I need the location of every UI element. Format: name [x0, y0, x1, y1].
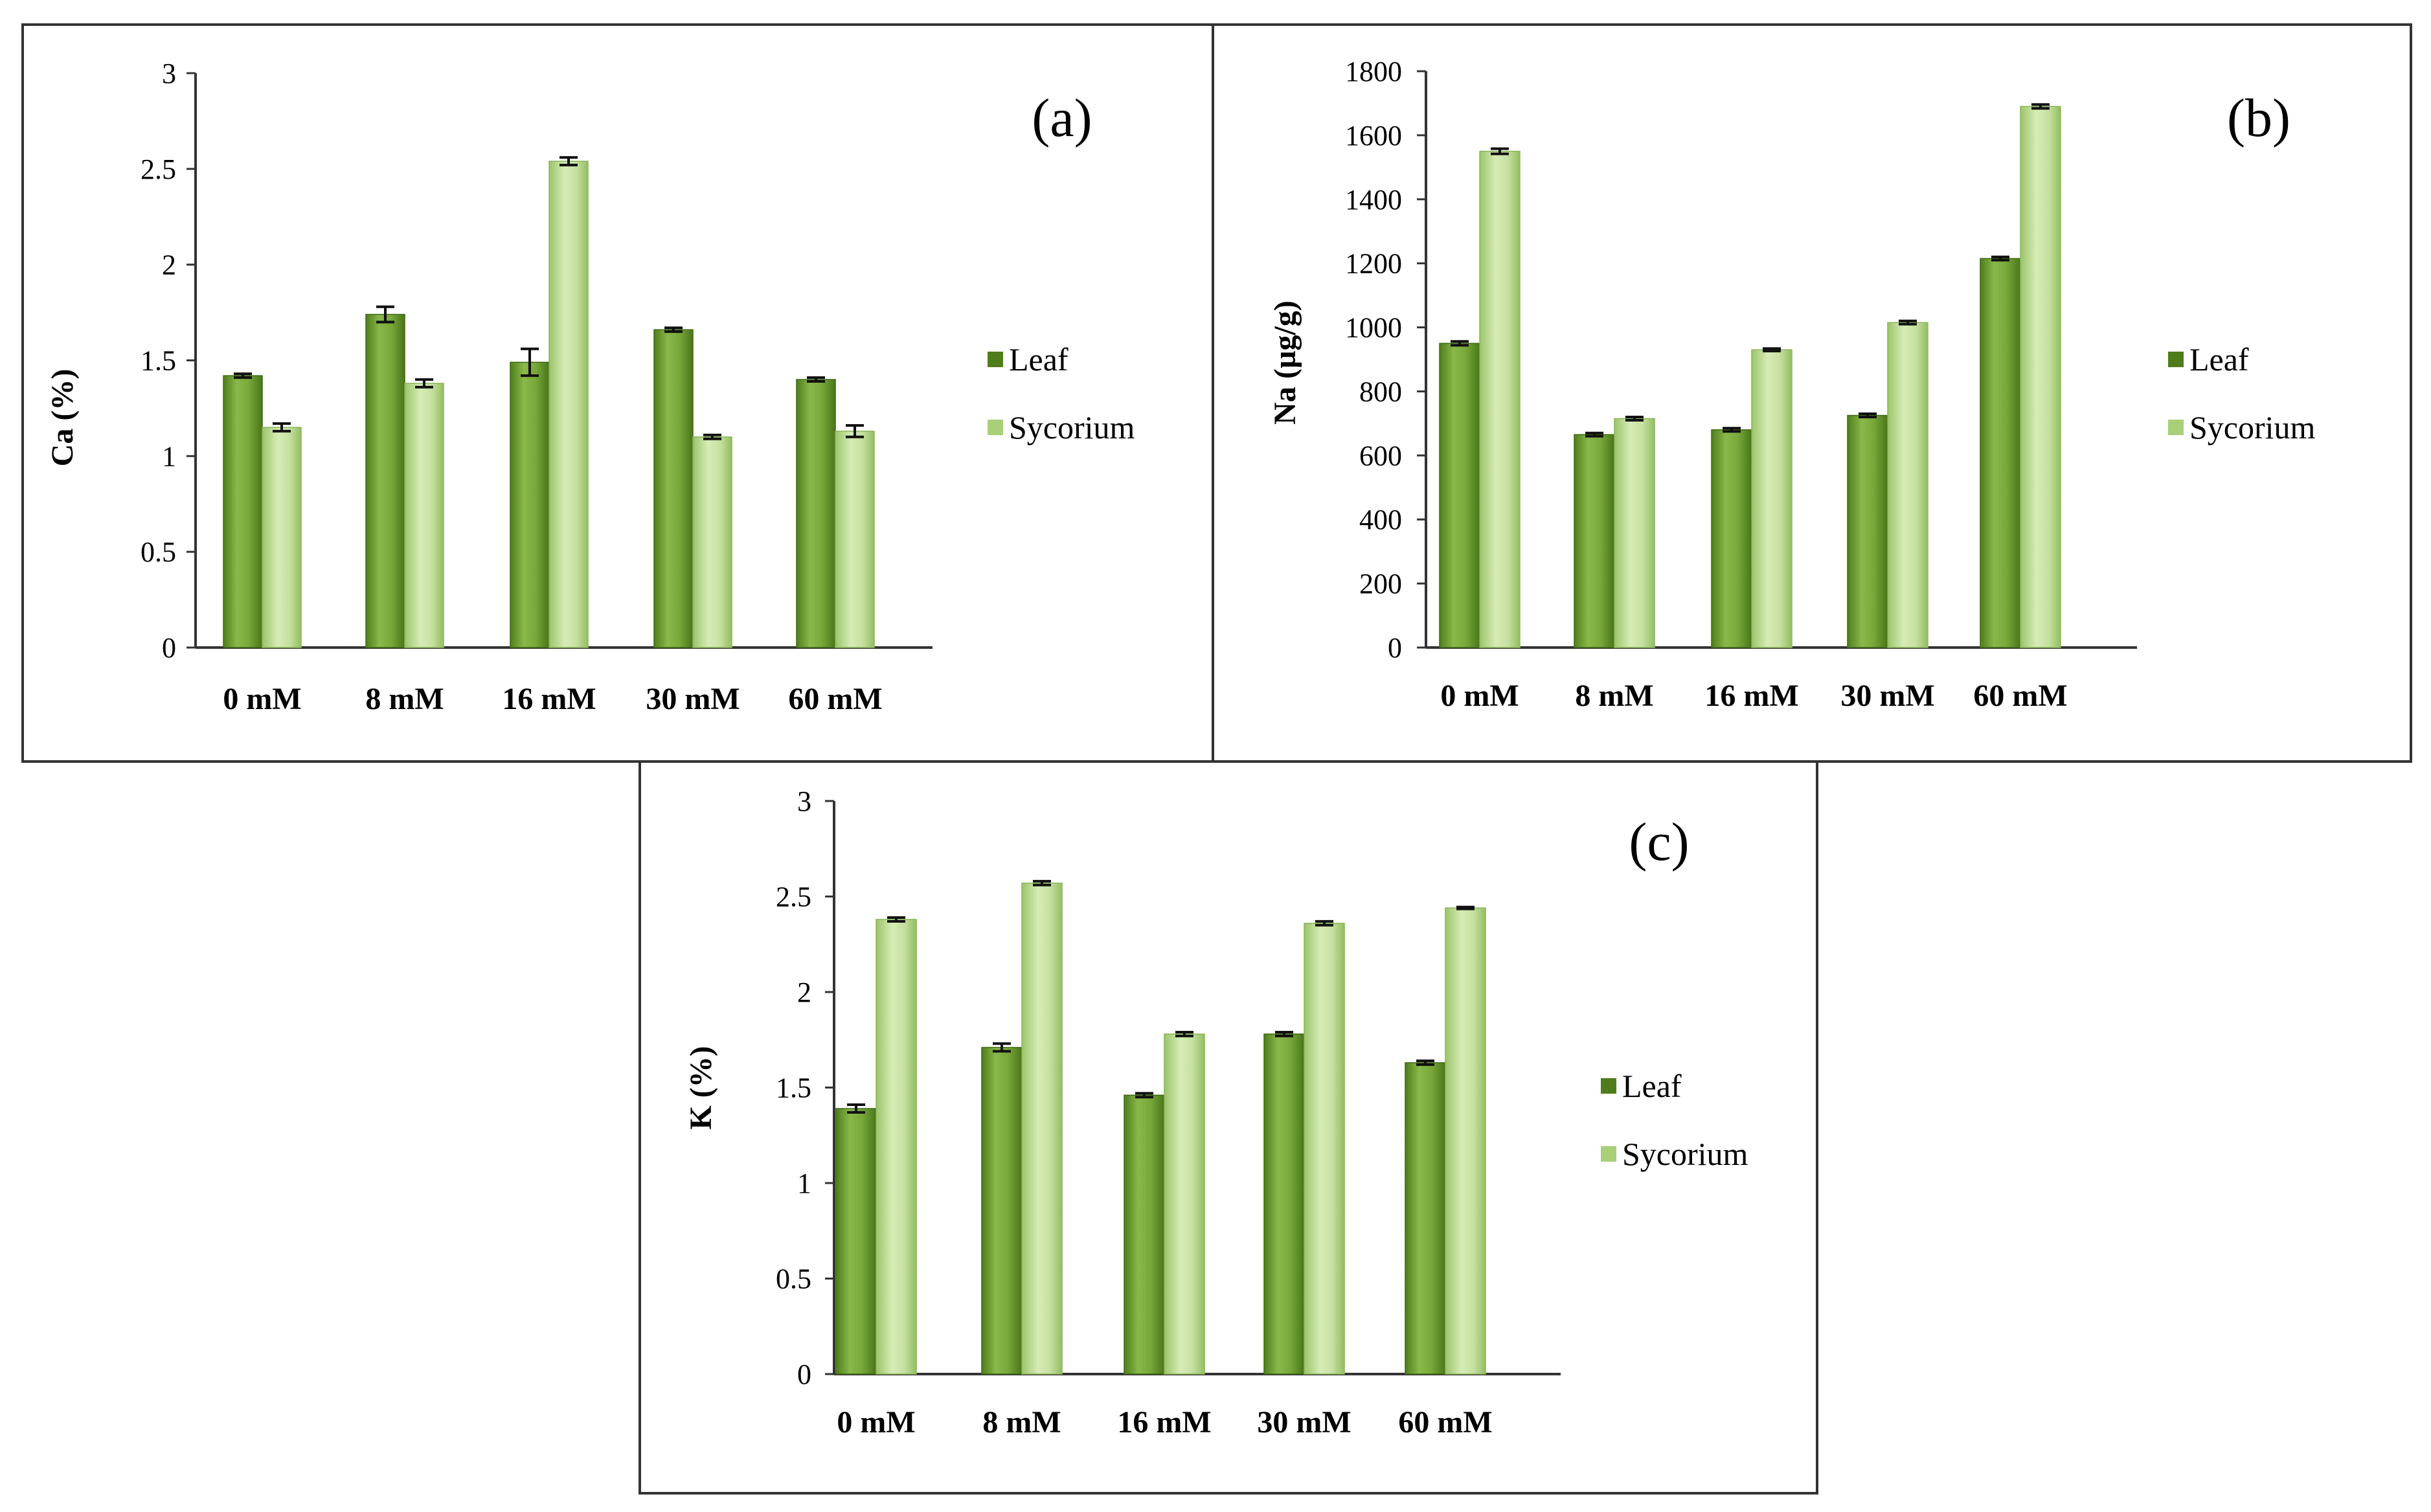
legend-swatch-leaf [988, 352, 1003, 367]
x-tick-label: 60 mM [1973, 679, 2067, 713]
y-tick-label: 2.5 [776, 881, 811, 913]
x-tick-label: 30 mM [1257, 1405, 1351, 1439]
y-tick-label: 0 [797, 1359, 811, 1390]
legend: Leaf Sycorium [1601, 1068, 1748, 1172]
bar-leaf-0mm [1439, 343, 1480, 648]
legend-label-leaf: Leaf [2189, 341, 2249, 378]
bar-leaf-60mm [796, 379, 836, 648]
bar-sycorium-8mm [1021, 883, 1063, 1375]
chart-ca: Ca (%) (a) Leaf Sycorium 00.511.522.530 … [45, 58, 1135, 716]
panel-b-frame [1212, 23, 2412, 763]
bar-leaf-60mm [1980, 258, 2021, 648]
x-tick-label: 0 mM [837, 1405, 915, 1439]
bar-sycorium-0mm [262, 427, 302, 648]
legend-label-leaf: Leaf [1622, 1068, 1682, 1104]
x-tick-label: 60 mM [1398, 1405, 1492, 1439]
y-tick-label: 2 [797, 976, 811, 1008]
bar-sycorium-8mm [1614, 418, 1655, 648]
y-tick-label: 1 [162, 440, 176, 472]
y-tick-label: 0.5 [776, 1263, 811, 1295]
y-tick-label: 200 [1359, 568, 1402, 600]
panel-label: (b) [2227, 88, 2290, 148]
legend-swatch-leaf [2168, 352, 2184, 367]
x-tick-label: 30 mM [1840, 679, 1934, 713]
y-tick-label: 0.5 [141, 536, 176, 568]
legend-label-sycorium: Sycorium [1009, 409, 1135, 446]
y-tick-label: 600 [1359, 440, 1402, 471]
y-tick-label: 1000 [1345, 312, 1402, 344]
bar-leaf-30mm [1847, 414, 1888, 648]
y-tick-label: 0 [1388, 632, 1402, 664]
x-tick-label: 8 mM [982, 1405, 1061, 1439]
bar-sycorium-60mm [835, 431, 875, 648]
x-tick-label: 16 mM [1704, 679, 1798, 713]
y-tick-label: 3 [162, 58, 176, 89]
chart-na: Na (µg/g) (b) Leaf Sycorium 0 200 400 600 80… [1268, 56, 2316, 713]
legend-label-leaf: Leaf [1009, 341, 1069, 378]
x-tick-label: 0 mM [223, 682, 301, 716]
bar-sycorium-16mm [1751, 349, 1792, 648]
y-tick-label: 1 [797, 1168, 811, 1199]
bar-sycorium-16mm [548, 161, 589, 648]
x-tick-label: 16 mM [502, 682, 596, 716]
bar-leaf-16mm [510, 361, 550, 648]
bar-sycorium-60mm [1445, 907, 1486, 1375]
bar-sycorium-0mm [1479, 150, 1521, 648]
y-tick-label: 1600 [1345, 120, 1402, 152]
y-tick-label: 1800 [1345, 56, 1402, 87]
bar-leaf-8mm [1574, 434, 1615, 648]
bar-leaf-8mm [365, 313, 405, 648]
legend-swatch-sycorium [1601, 1146, 1616, 1162]
bar-sycorium-30mm [1304, 923, 1345, 1375]
legend-swatch-sycorium [2168, 420, 2184, 435]
y-tick-label: 400 [1359, 504, 1402, 536]
y-tick-label: 1400 [1345, 184, 1402, 216]
legend-swatch-sycorium [988, 420, 1003, 435]
bar-leaf-0mm [835, 1108, 877, 1375]
y-tick-label: 2.5 [141, 153, 176, 185]
bar-sycorium-0mm [876, 919, 917, 1375]
panel-label: (c) [1629, 812, 1689, 872]
legend-label-sycorium: Sycorium [1622, 1136, 1748, 1172]
panel-a-frame [21, 23, 1214, 763]
bar-leaf-8mm [981, 1046, 1023, 1375]
y-tick-label: 2 [162, 249, 176, 281]
bar-sycorium-16mm [1164, 1033, 1205, 1375]
y-axis-label: Na (µg/g) [1268, 300, 1302, 425]
bar-sycorium-8mm [404, 383, 444, 648]
x-tick-label: 0 mM [1440, 679, 1519, 713]
x-tick-label: 16 mM [1117, 1405, 1211, 1439]
legend: Leaf Sycorium [988, 341, 1135, 446]
y-tick-label: 1200 [1345, 248, 1402, 280]
bar-leaf-30mm [653, 329, 694, 648]
legend-swatch-leaf [1601, 1078, 1616, 1094]
bar-sycorium-60mm [2020, 106, 2061, 648]
panel-label: (a) [1032, 88, 1092, 148]
y-tick-label: 0 [162, 632, 176, 664]
bar-leaf-16mm [1711, 429, 1752, 648]
x-tick-label: 60 mM [788, 682, 882, 716]
chart-k: K (%) (c) Leaf Sycorium 00.511.522.530 m… [684, 785, 1748, 1439]
y-tick-label: 3 [797, 785, 811, 817]
x-tick-label: 30 mM [646, 682, 740, 716]
bar-sycorium-30mm [1887, 322, 1928, 648]
bar-leaf-0mm [223, 375, 263, 648]
y-axis-label: Ca (%) [45, 369, 80, 467]
bar-leaf-30mm [1263, 1033, 1305, 1375]
bar-sycorium-30mm [692, 436, 732, 648]
y-tick-label: 800 [1359, 376, 1402, 407]
bar-leaf-16mm [1124, 1094, 1165, 1375]
bar-leaf-60mm [1405, 1062, 1446, 1375]
x-tick-label: 8 mM [1575, 679, 1653, 713]
legend: Leaf Sycorium [2168, 341, 2316, 446]
legend-label-sycorium: Sycorium [2189, 409, 2316, 446]
y-axis-label: K (%) [684, 1046, 718, 1129]
y-tick-label: 1.5 [776, 1072, 811, 1104]
x-tick-label: 8 mM [365, 682, 444, 716]
y-tick-label: 1.5 [141, 345, 176, 377]
